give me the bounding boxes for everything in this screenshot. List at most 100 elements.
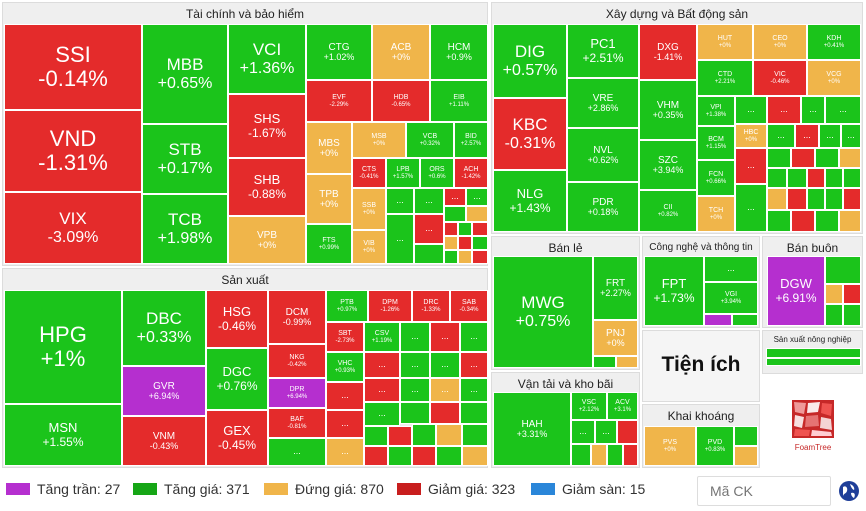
tile-more-mfg-12[interactable]: ... (430, 378, 460, 402)
tile-ssb[interactable]: SSB +0% (352, 188, 386, 230)
tile-csv[interactable]: CSV +1.19% (364, 322, 400, 352)
tile-baf[interactable]: BAF -0.81% (268, 408, 326, 438)
tile-more-mfg-11[interactable]: ... (400, 378, 430, 402)
tile-ctg[interactable]: CTG +1.02% (306, 24, 372, 80)
tile-vnm[interactable]: VNM -0.43% (122, 416, 206, 466)
tile-fpt[interactable]: FPT +1.73% (644, 256, 704, 326)
tile-more-mfg-10[interactable]: ... (364, 378, 400, 402)
tile-more-re-8[interactable]: ... (841, 124, 861, 148)
tile-more-fin-1[interactable]: ... (386, 188, 414, 214)
tile-more-mfg-15[interactable]: ... (364, 402, 400, 426)
tile-dbc[interactable]: DBC +0.33% (122, 290, 206, 366)
tile-more-fin-5[interactable]: ... (386, 214, 414, 264)
tile-stb[interactable]: STB +0.17% (142, 124, 228, 194)
tile-dpr[interactable]: DPR +6.94% (268, 378, 326, 408)
tile-fts[interactable]: FTS +0.99% (306, 224, 352, 264)
tile-sbt[interactable]: SBT -2.73% (326, 322, 364, 352)
tile-vre[interactable]: VRE +2.86% (567, 78, 639, 128)
tile-acv[interactable]: ACV +3.1% (607, 392, 638, 420)
tile-more-re-1[interactable]: ... (735, 96, 767, 124)
tile-frt[interactable]: FRT +2.27% (593, 256, 638, 320)
tile-hpg[interactable]: HPG +1% (4, 290, 122, 404)
tile-more-mfg-3[interactable]: ... (430, 322, 460, 352)
tile-shs[interactable]: SHS -1.67% (228, 94, 306, 158)
tile-more-fin-3[interactable]: ... (444, 188, 466, 206)
tile-ors[interactable]: ORS +0.6% (420, 158, 454, 188)
tile-eib[interactable]: EIB +1.11% (430, 80, 488, 122)
tile-more-fin-4[interactable]: ... (466, 188, 488, 206)
tile-vnd[interactable]: VND -1.31% (4, 110, 142, 192)
tile-pdr[interactable]: PDR +0.18% (567, 182, 639, 232)
tile-dgw[interactable]: DGW +6.91% (767, 256, 825, 326)
tile-ctd[interactable]: CTD +2.21% (697, 60, 753, 96)
tile-vcb[interactable]: VCB +0.32% (406, 122, 454, 158)
tile-tpb[interactable]: TPB +0% (306, 174, 352, 224)
tile-more-tech-1[interactable]: ... (704, 256, 758, 282)
tile-vpb[interactable]: VPB +0% (228, 216, 306, 264)
tile-gex[interactable]: GEX -0.45% (206, 410, 268, 466)
tile-dig[interactable]: DIG +0.57% (493, 24, 567, 98)
tile-more-fin-2[interactable]: ... (414, 188, 444, 214)
tile-hbc[interactable]: HBC +0% (735, 124, 767, 148)
tile-mbb[interactable]: MBB +0.65% (142, 24, 228, 124)
tile-more-transport-1[interactable]: ... (571, 420, 595, 444)
tile-bid[interactable]: BID +2.57% (454, 122, 488, 158)
tile-more-re-5[interactable]: ... (767, 124, 795, 148)
tile-vhc[interactable]: VHC +0.93% (326, 352, 364, 382)
tile-dgc[interactable]: DGC +0.76% (206, 348, 268, 410)
tile-hcm[interactable]: HCM +0.9% (430, 24, 488, 80)
tile-vhm[interactable]: VHM +0.35% (639, 80, 697, 140)
tile-more-mfg-1[interactable]: ... (268, 438, 326, 466)
tile-fcn[interactable]: FCN +0.66% (697, 160, 735, 196)
tile-more-re-2[interactable]: ... (767, 96, 801, 124)
tile-more-fin-6[interactable]: ... (414, 214, 444, 244)
tile-more-mfg-5[interactable]: ... (364, 352, 400, 378)
tile-more-mfg-8[interactable]: ... (460, 352, 488, 378)
tile-vib[interactable]: VIB +0% (352, 230, 386, 264)
tile-more-mfg-19[interactable]: ... (326, 438, 364, 466)
tile-vic[interactable]: VIC -0.46% (753, 60, 807, 96)
tile-vgi[interactable]: VGI +3.94% (704, 282, 758, 314)
tile-lpb[interactable]: LPB +1.57% (386, 158, 420, 188)
tile-more-transport-2[interactable]: ... (595, 420, 617, 444)
tile-more-re-7[interactable]: ... (819, 124, 841, 148)
tile-vci[interactable]: VCI +1.36% (228, 24, 306, 94)
stock-code-search-input[interactable] (697, 476, 831, 506)
tile-more-mfg-14[interactable]: ... (326, 410, 364, 438)
tile-more-re-4[interactable]: ... (825, 96, 861, 124)
tile-tch[interactable]: TCH +0% (697, 196, 735, 232)
tile-kdh[interactable]: KDH +0.41% (807, 24, 861, 60)
tile-more-re-6[interactable]: ... (795, 124, 819, 148)
tile-acb[interactable]: ACB +0% (372, 24, 430, 80)
tile-ach[interactable]: ACH -1.42% (454, 158, 488, 188)
tile-more-mfg-13[interactable]: ... (460, 378, 488, 402)
tile-shb[interactable]: SHB -0.88% (228, 158, 306, 216)
tile-cii[interactable]: CII +0.82% (639, 190, 697, 232)
tile-msb[interactable]: MSB +0% (352, 122, 406, 158)
tile-more-mfg-6[interactable]: ... (400, 352, 430, 378)
tile-msn[interactable]: MSN +1.55% (4, 404, 122, 466)
tile-dpm[interactable]: DPM -1.26% (368, 290, 412, 322)
tile-ptb[interactable]: PTB +0.97% (326, 290, 368, 322)
tile-more-re-3[interactable]: ... (801, 96, 825, 124)
tile-pc1[interactable]: PC1 +2.51% (567, 24, 639, 78)
tile-more-mfg-9[interactable]: ... (326, 382, 364, 410)
tile-more-mfg-2[interactable]: ... (400, 322, 430, 352)
tile-vsc[interactable]: VSC +2.12% (571, 392, 607, 420)
tile-dcm[interactable]: DCM -0.99% (268, 290, 326, 344)
tile-vix[interactable]: VIX -3.09% (4, 192, 142, 264)
tile-tcb[interactable]: TCB +1.98% (142, 194, 228, 264)
tile-evf[interactable]: EVF -2.29% (306, 80, 372, 122)
tile-more-re-10[interactable]: ... (735, 184, 767, 232)
tile-ssi[interactable]: SSI -0.14% (4, 24, 142, 110)
tile-dxg[interactable]: DXG -1.41% (639, 24, 697, 80)
tile-kbc[interactable]: KBC -0.31% (493, 98, 567, 170)
tile-more-mfg-4[interactable]: ... (460, 322, 488, 352)
tile-hah[interactable]: HAH +3.31% (493, 392, 571, 466)
tile-szc[interactable]: SZC +3.94% (639, 140, 697, 190)
tile-sab[interactable]: SAB -0.34% (450, 290, 488, 322)
tile-nkg[interactable]: NKG -0.42% (268, 344, 326, 378)
tile-bcm[interactable]: BCM +1.15% (697, 126, 735, 160)
tile-hdb[interactable]: HDB -0.65% (372, 80, 430, 122)
tile-vpi[interactable]: VPI +1.38% (697, 96, 735, 126)
